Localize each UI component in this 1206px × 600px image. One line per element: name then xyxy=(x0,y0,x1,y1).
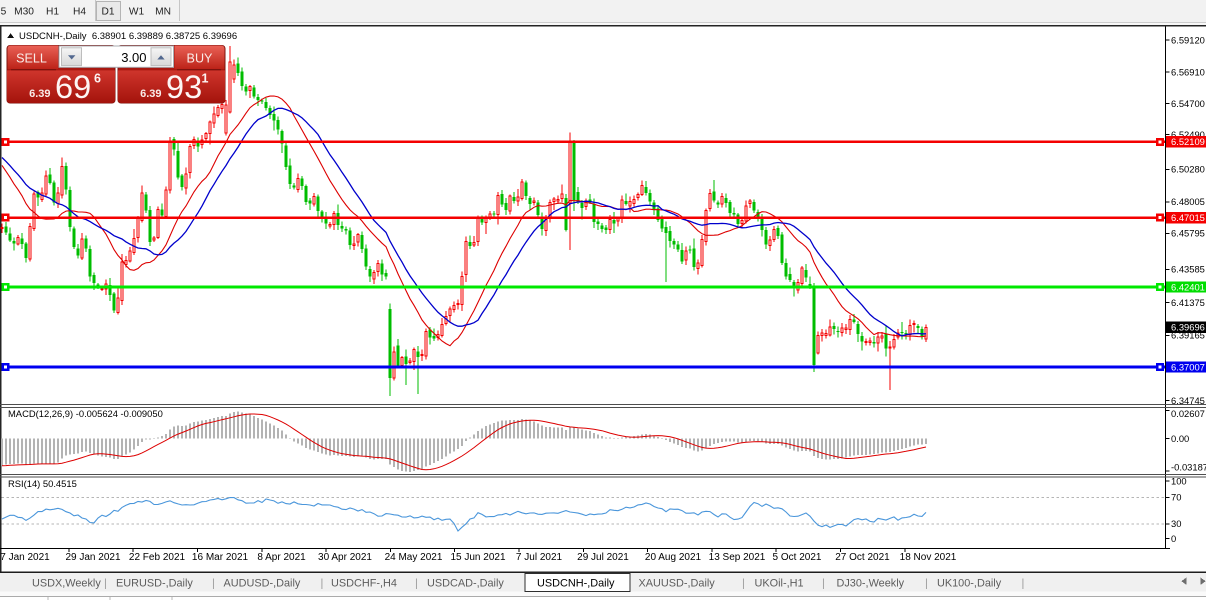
svg-text:5 Oct 2021: 5 Oct 2021 xyxy=(773,552,822,563)
svg-text:6.39696: 6.39696 xyxy=(1171,322,1205,333)
svg-text:DJ30-,Weekly: DJ30-,Weekly xyxy=(837,578,905,590)
svg-text:|: | xyxy=(925,578,928,590)
svg-text:-0.03187: -0.03187 xyxy=(1171,461,1206,472)
svg-text:29 Jan 2021: 29 Jan 2021 xyxy=(65,552,120,563)
svg-text:8 Apr 2021: 8 Apr 2021 xyxy=(257,552,306,563)
svg-text:W1: W1 xyxy=(129,7,145,18)
svg-text:3.00: 3.00 xyxy=(121,50,146,65)
svg-text:H4: H4 xyxy=(73,7,86,18)
svg-text:|: | xyxy=(742,578,745,590)
svg-text:6.48005: 6.48005 xyxy=(1171,196,1205,207)
svg-text:EURUSD-,Daily: EURUSD-,Daily xyxy=(116,578,193,590)
svg-text:XAUUSD-,Daily: XAUUSD-,Daily xyxy=(639,578,716,590)
svg-text:D1: D1 xyxy=(101,7,114,18)
svg-text:7 Jul 2021: 7 Jul 2021 xyxy=(516,552,563,563)
svg-text:6.39165: 6.39165 xyxy=(1171,330,1205,341)
svg-text:BUY: BUY xyxy=(187,52,213,66)
svg-text:USDX,Weekly: USDX,Weekly xyxy=(32,578,101,590)
svg-text:6.43585: 6.43585 xyxy=(1171,264,1205,275)
svg-text:UKOil-,H1: UKOil-,H1 xyxy=(755,578,804,590)
svg-text:93: 93 xyxy=(166,69,202,105)
svg-text:6.59120: 6.59120 xyxy=(1171,34,1205,45)
svg-text:20 Aug 2021: 20 Aug 2021 xyxy=(645,552,702,563)
svg-text:H1: H1 xyxy=(46,7,59,18)
svg-text:6.47015: 6.47015 xyxy=(1171,212,1205,223)
svg-text:0.00: 0.00 xyxy=(1171,433,1189,444)
svg-text:15 Jun 2021: 15 Jun 2021 xyxy=(450,552,505,563)
svg-text:5: 5 xyxy=(1,7,7,18)
svg-text:6.45795: 6.45795 xyxy=(1171,228,1205,239)
svg-text:|: | xyxy=(104,578,107,590)
svg-text:18 Nov 2021: 18 Nov 2021 xyxy=(900,552,957,563)
svg-text:|: | xyxy=(321,578,324,590)
svg-text:27 Oct 2021: 27 Oct 2021 xyxy=(835,552,890,563)
svg-text:6: 6 xyxy=(94,72,101,86)
svg-text:6.54700: 6.54700 xyxy=(1171,98,1205,109)
svg-text:UK100-,Daily: UK100-,Daily xyxy=(937,578,1002,590)
svg-text:69: 69 xyxy=(55,69,91,105)
svg-text:|: | xyxy=(212,578,215,590)
svg-text:USDCNH-,Daily 6.38901 6.39889: USDCNH-,Daily 6.38901 6.39889 6.38725 6.… xyxy=(19,31,237,42)
svg-text:6.37007: 6.37007 xyxy=(1171,361,1205,372)
svg-text:USDCHF-,H4: USDCHF-,H4 xyxy=(331,578,397,590)
svg-text:|: | xyxy=(1022,578,1025,590)
svg-text:|: | xyxy=(822,578,825,590)
svg-text:6.52490: 6.52490 xyxy=(1171,129,1205,140)
svg-text:24 May 2021: 24 May 2021 xyxy=(385,552,443,563)
svg-text:6.50280: 6.50280 xyxy=(1171,164,1205,175)
svg-text:1: 1 xyxy=(202,72,209,86)
svg-text:6.52109: 6.52109 xyxy=(1171,136,1205,147)
svg-text:SELL: SELL xyxy=(16,52,47,66)
svg-text:AUDUSD-,Daily: AUDUSD-,Daily xyxy=(224,578,301,590)
svg-text:|: | xyxy=(415,578,418,590)
svg-text:100: 100 xyxy=(1171,475,1187,486)
svg-text:6.41375: 6.41375 xyxy=(1171,297,1205,308)
svg-text:13 Sep 2021: 13 Sep 2021 xyxy=(709,552,766,563)
svg-text:RSI(14) 50.4515: RSI(14) 50.4515 xyxy=(8,478,77,489)
svg-text:30 Apr 2021: 30 Apr 2021 xyxy=(318,552,372,563)
svg-text:29 Jul 2021: 29 Jul 2021 xyxy=(577,552,629,563)
svg-text:30: 30 xyxy=(1171,518,1181,529)
svg-text:USDCAD-,Daily: USDCAD-,Daily xyxy=(427,578,504,590)
svg-text:7 Jan 2021: 7 Jan 2021 xyxy=(0,552,50,563)
svg-text:USDCNH-,Daily: USDCNH-,Daily xyxy=(537,578,615,590)
svg-text:6.34745: 6.34745 xyxy=(1171,395,1205,406)
svg-text:16 Mar 2021: 16 Mar 2021 xyxy=(192,552,249,563)
svg-text:0: 0 xyxy=(1171,533,1176,544)
svg-text:6.56910: 6.56910 xyxy=(1171,66,1205,77)
svg-text:MN: MN xyxy=(155,7,171,18)
svg-text:6.42401: 6.42401 xyxy=(1171,281,1205,292)
svg-text:M30: M30 xyxy=(14,7,34,18)
svg-text:6.39: 6.39 xyxy=(140,88,161,100)
svg-text:0.02607: 0.02607 xyxy=(1171,408,1205,419)
svg-text:22 Feb 2021: 22 Feb 2021 xyxy=(129,552,186,563)
svg-text:MACD(12,26,9) -0.005624 -0.009: MACD(12,26,9) -0.005624 -0.009050 xyxy=(8,408,163,419)
svg-text:70: 70 xyxy=(1171,492,1181,503)
svg-text:6.39: 6.39 xyxy=(29,88,50,100)
